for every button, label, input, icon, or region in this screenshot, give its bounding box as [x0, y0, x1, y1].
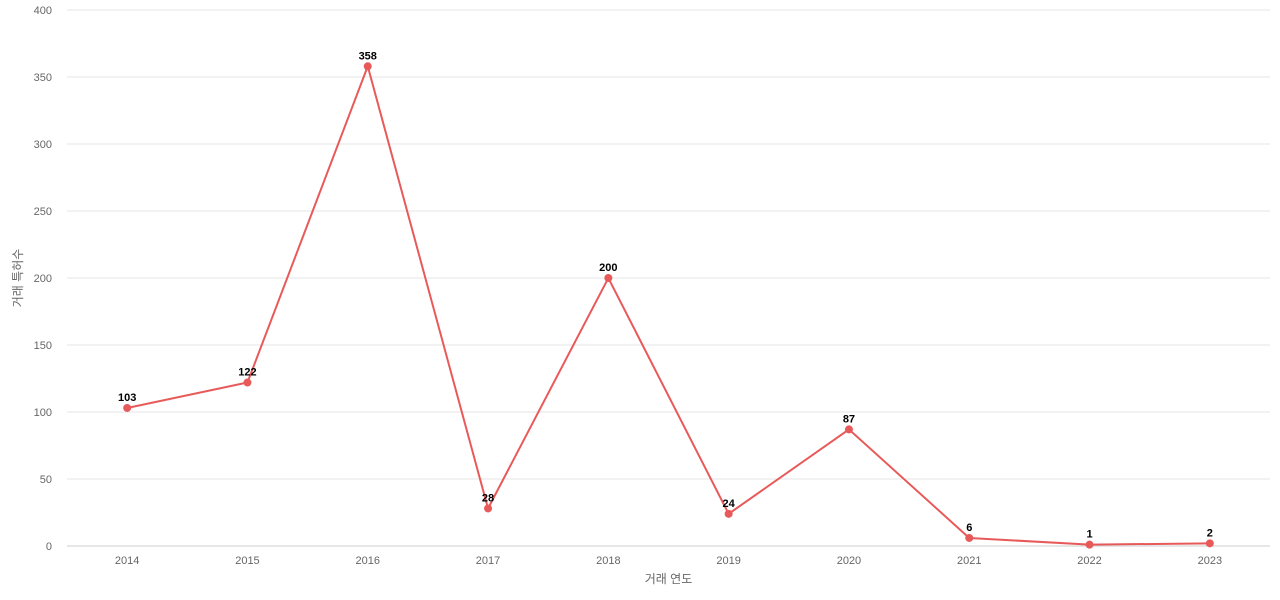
y-axis-title: 거래 특허수 — [11, 249, 25, 308]
data-label: 1 — [1086, 529, 1092, 541]
data-label: 6 — [966, 522, 972, 534]
data-label: 103 — [118, 392, 136, 404]
x-tick-label: 2021 — [957, 555, 981, 567]
x-tick-label: 2019 — [716, 555, 740, 567]
y-tick-label: 100 — [34, 407, 52, 419]
data-point[interactable] — [965, 533, 974, 542]
data-point[interactable] — [123, 403, 132, 412]
x-tick-label: 2022 — [1077, 555, 1101, 567]
y-tick-label: 250 — [34, 206, 52, 218]
y-tick-label: 50 — [40, 474, 52, 486]
data-point[interactable] — [1205, 539, 1214, 548]
data-label: 358 — [359, 50, 377, 62]
x-axis-title: 거래 연도 — [645, 572, 693, 586]
data-point[interactable] — [724, 509, 733, 518]
data-label: 122 — [238, 367, 256, 379]
data-label: 28 — [482, 492, 494, 504]
y-axis-ticks: 0 50 100 150 200 250 300 350 400 — [34, 5, 52, 553]
y-tick-label: 400 — [34, 5, 52, 17]
gridlines — [67, 9, 1270, 547]
data-point[interactable] — [363, 62, 372, 71]
x-tick-label: 2018 — [596, 555, 620, 567]
data-label: 24 — [723, 498, 736, 510]
x-tick-label: 2023 — [1198, 555, 1222, 567]
data-point[interactable] — [1085, 540, 1094, 549]
data-label: 87 — [843, 413, 855, 425]
data-label: 2 — [1207, 527, 1213, 539]
series-line — [126, 63, 1210, 546]
x-tick-label: 2016 — [356, 555, 380, 567]
data-labels-layer: 103 122 358 28 200 24 87 6 1 2 — [118, 50, 1213, 540]
y-tick-label: 150 — [34, 340, 52, 352]
x-tick-label: 2017 — [476, 555, 500, 567]
data-point[interactable] — [844, 425, 853, 434]
x-tick-label: 2015 — [235, 555, 259, 567]
y-tick-label: 300 — [34, 139, 52, 151]
data-point[interactable] — [243, 378, 252, 387]
data-point[interactable] — [484, 504, 493, 513]
x-tick-label: 2020 — [837, 555, 861, 567]
data-label: 200 — [599, 262, 617, 274]
y-tick-label: 200 — [34, 273, 52, 285]
x-axis-ticks: 2014 2015 2016 2017 2018 2019 2020 2021 2022 2023 — [115, 555, 1222, 567]
x-tick-label: 2014 — [115, 555, 139, 567]
points-layer — [123, 62, 1214, 549]
data-point[interactable] — [604, 274, 613, 282]
y-tick-label: 350 — [34, 72, 52, 84]
series-layer — [126, 63, 1210, 546]
y-tick-label: 0 — [46, 541, 52, 553]
